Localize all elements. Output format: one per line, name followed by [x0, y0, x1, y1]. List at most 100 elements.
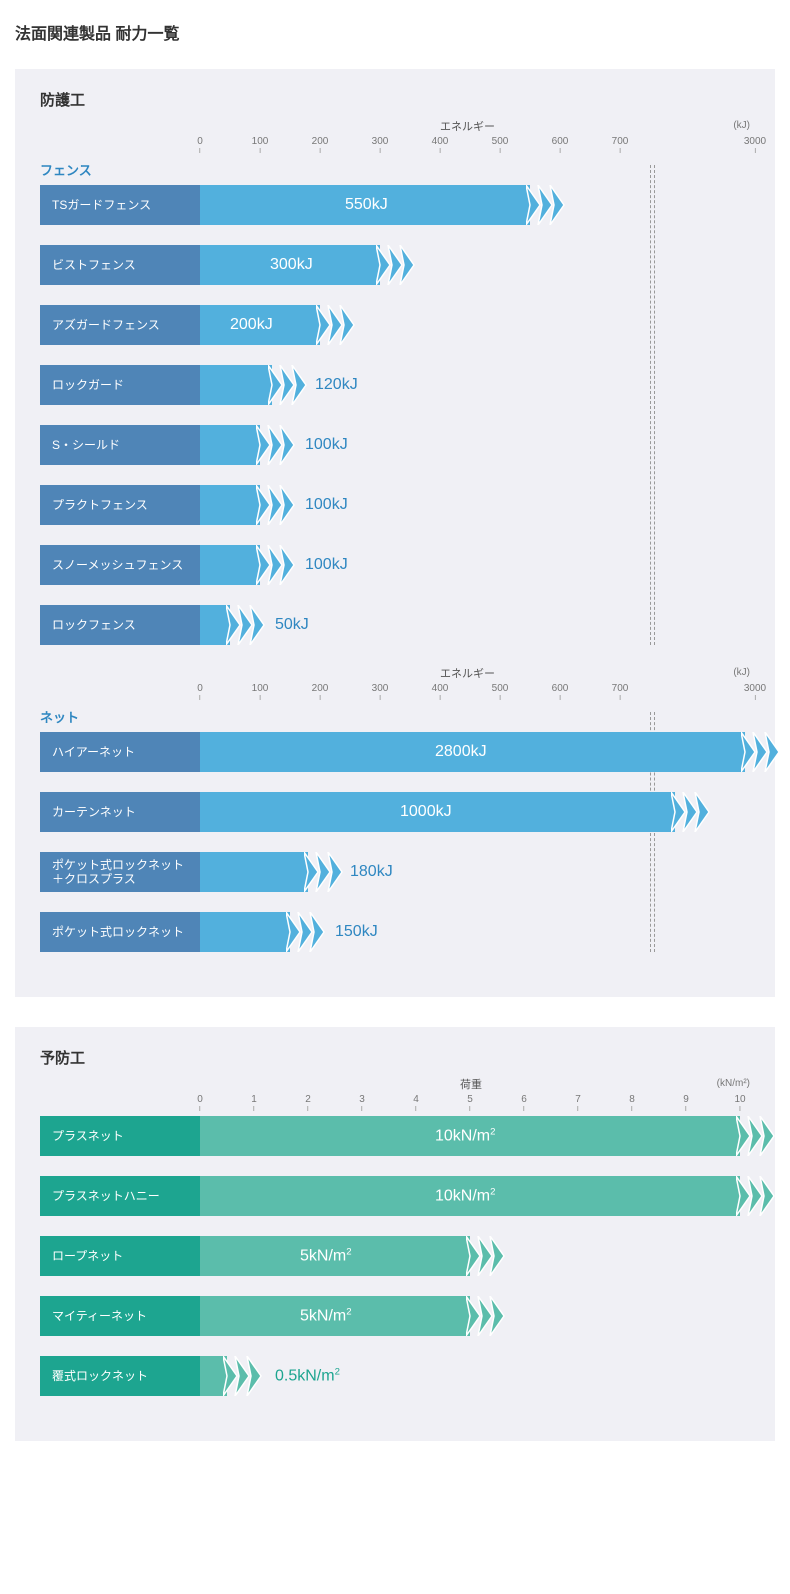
axis-tick: 400: [432, 136, 449, 153]
chevron-icon: [256, 485, 298, 525]
bar-value: 200kJ: [230, 316, 273, 334]
bar-label: ポケット式ロックネット＋クロスプラス: [40, 852, 200, 892]
chevron-icon: [256, 545, 298, 585]
bar-row: カーテンネット1000kJ: [40, 792, 750, 832]
bar-label: ハイアーネット: [40, 732, 200, 772]
axis-title: エネルギー: [440, 665, 495, 681]
subheading-net: ネット: [40, 707, 750, 726]
axis-tick: 600: [552, 683, 569, 700]
panel-protection: 防護工 エネルギー (kJ) 0100200300400500600700300…: [15, 69, 775, 997]
chart-net: ハイアーネット2800kJ カーテンネット1000kJ ポケット式ロックネット＋クロ…: [40, 732, 750, 952]
bar-row: プラクトフェンス 100kJ: [40, 485, 750, 525]
axis-energy-2: エネルギー (kJ) 01002003004005006007003000: [40, 665, 750, 705]
bar-label: プラクトフェンス: [40, 485, 200, 525]
axis-tick: 4: [413, 1094, 419, 1111]
bar-fill: [200, 545, 260, 585]
bar-value: 100kJ: [305, 496, 348, 514]
bar-label: ポケット式ロックネット: [40, 912, 200, 952]
bar-value: 300kJ: [270, 256, 313, 274]
chevron-icon: [226, 605, 268, 645]
bar-fill: [200, 852, 308, 892]
bar-label: スノーメッシュフェンス: [40, 545, 200, 585]
bar-row: ロープネット5kN/m2: [40, 1236, 750, 1276]
bar-label: S・シールド: [40, 425, 200, 465]
bar-row: 覆式ロックネット0.5kN/m2: [40, 1356, 750, 1396]
axis-tick: 200: [312, 136, 329, 153]
bar-label: ロックガード: [40, 365, 200, 405]
chevron-icon: [223, 1356, 265, 1396]
section-title-protection: 防護工: [40, 89, 750, 110]
bar-row: プラスネットハニー10kN/m2: [40, 1176, 750, 1216]
bar-value: 10kN/m2: [435, 1126, 495, 1145]
axis-tick: 0: [197, 136, 203, 153]
axis-tick: 200: [312, 683, 329, 700]
bar-value: 1000kJ: [400, 803, 452, 821]
chevron-icon: [466, 1296, 508, 1336]
axis-tick: 3000: [744, 683, 766, 700]
bar-label: プラスネットハニー: [40, 1176, 200, 1216]
bar-row: プラスネット 10kN/m2: [40, 1116, 750, 1156]
bar-track: 1000kJ: [200, 792, 750, 832]
bar-track: 10kN/m2: [200, 1176, 750, 1216]
axis-tick: 400: [432, 683, 449, 700]
axis-unit: (kJ): [733, 667, 750, 678]
chevron-icon: [376, 245, 418, 285]
bar-value: 550kJ: [345, 196, 388, 214]
axis-load: 荷重 (kN/m²) 012345678910: [40, 1076, 750, 1116]
axis-tick: 9: [683, 1094, 689, 1111]
axis-tick: 1: [251, 1094, 257, 1111]
axis-tick: 5: [467, 1094, 473, 1111]
bar-value: 5kN/m2: [300, 1306, 352, 1325]
bar-row: ポケット式ロックネット 150kJ: [40, 912, 750, 952]
chevron-icon: [316, 305, 358, 345]
bar-label: アズガードフェンス: [40, 305, 200, 345]
axis-tick: 3000: [744, 136, 766, 153]
bar-track: 5kN/m2: [200, 1236, 750, 1276]
chevron-icon: [286, 912, 328, 952]
bar-track: 0.5kN/m2: [200, 1356, 750, 1396]
axis-unit: (kJ): [733, 120, 750, 131]
bar-row: ロックガード 120kJ: [40, 365, 750, 405]
bar-track: 5kN/m2: [200, 1296, 750, 1336]
bar-track: 100kJ: [200, 545, 750, 585]
bar-value: 0.5kN/m2: [275, 1366, 340, 1385]
bar-label: マイティーネット: [40, 1296, 200, 1336]
bar-track: 100kJ: [200, 425, 750, 465]
bar-value: 150kJ: [335, 923, 378, 941]
page-title: 法面関連製品 耐力一覧: [15, 20, 775, 44]
axis-tick: 100: [252, 136, 269, 153]
chevron-icon: [526, 185, 568, 225]
axis-tick: 0: [197, 1094, 203, 1111]
bar-value: 180kJ: [350, 863, 393, 881]
bar-value: 5kN/m2: [300, 1246, 352, 1265]
bar-track: 100kJ: [200, 485, 750, 525]
bar-row: ビストフェンス300kJ: [40, 245, 750, 285]
bar-label: プラスネット: [40, 1116, 200, 1156]
axis-tick: 300: [372, 136, 389, 153]
bar-track: 180kJ: [200, 852, 750, 892]
subheading-fence: フェンス: [40, 160, 750, 179]
axis-title: 荷重: [460, 1076, 482, 1092]
bar-track: 10kN/m2: [200, 1116, 750, 1156]
chevron-icon: [671, 792, 713, 832]
axis-tick: 100: [252, 683, 269, 700]
axis-tick: 0: [197, 683, 203, 700]
bar-value: 120kJ: [315, 376, 358, 394]
bar-value: 50kJ: [275, 616, 309, 634]
chevron-icon: [736, 1116, 778, 1156]
bar-track: 2800kJ: [200, 732, 750, 772]
bar-track: 550kJ: [200, 185, 750, 225]
axis-tick: 10: [734, 1094, 745, 1111]
bar-track: 150kJ: [200, 912, 750, 952]
chevron-icon: [256, 425, 298, 465]
bar-row: マイティーネット 5kN/m2: [40, 1296, 750, 1336]
chevron-icon: [736, 1176, 778, 1216]
bar-label: ロックフェンス: [40, 605, 200, 645]
chevron-icon: [304, 852, 346, 892]
axis-tick: 500: [492, 683, 509, 700]
axis-energy-1: エネルギー (kJ) 01002003004005006007003000: [40, 118, 750, 158]
bar-track: 120kJ: [200, 365, 750, 405]
chevron-icon: [268, 365, 310, 405]
chart-fence: TSガードフェンス550kJビストフェンス300kJアズガードフェンス200kJ…: [40, 185, 750, 645]
axis-tick: 8: [629, 1094, 635, 1111]
